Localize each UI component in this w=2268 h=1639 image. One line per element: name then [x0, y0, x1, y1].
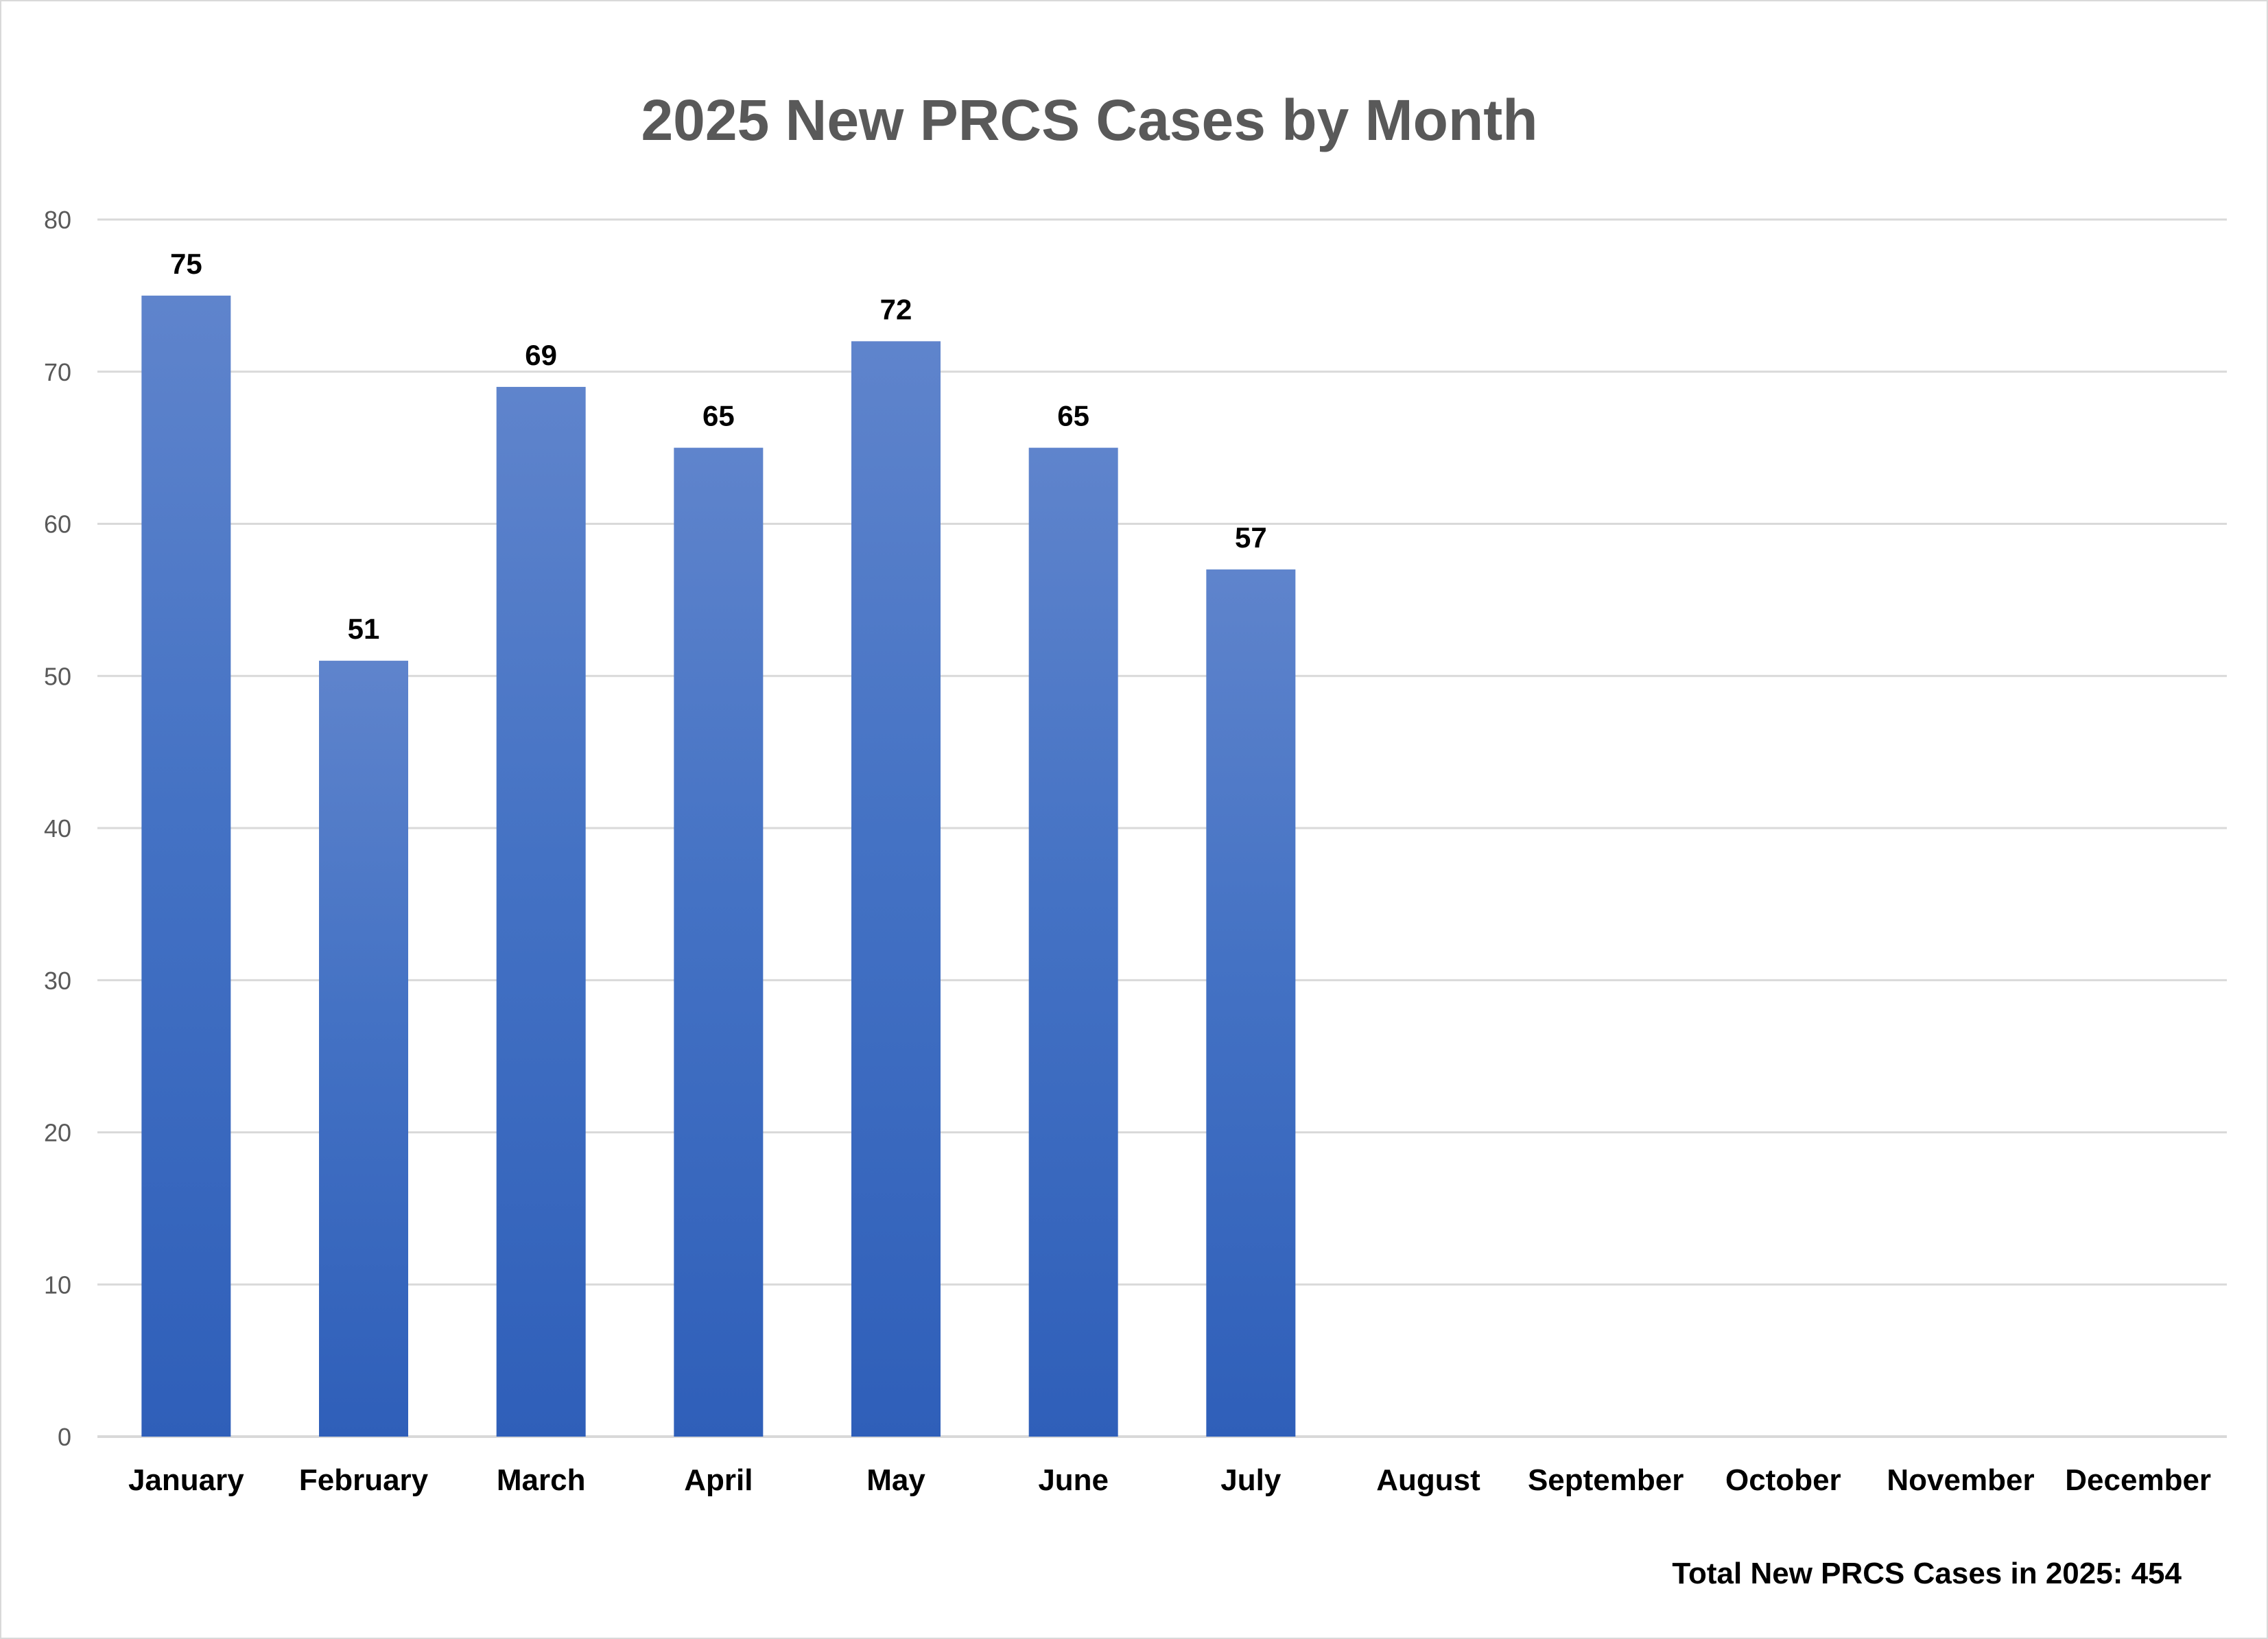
y-axis-ticks: 0 10 20 30 40 50 60 70 80 [44, 206, 71, 1451]
bar-july [1206, 569, 1296, 1437]
bar-april [674, 447, 764, 1437]
total-annotation: Total New PRCS Cases in 2025: 454 [1672, 1557, 2182, 1590]
y-tick-label: 60 [44, 510, 71, 539]
data-label-april: 65 [702, 400, 735, 432]
bar-march [496, 386, 586, 1437]
x-tick-label-january: January [128, 1463, 244, 1497]
x-tick-label-september: September [1528, 1463, 1684, 1497]
data-label-march: 69 [525, 339, 557, 371]
y-tick-label: 40 [44, 814, 71, 842]
bars [141, 295, 1296, 1437]
x-axis-ticks: January February March April May June July Augu… [128, 1463, 2211, 1497]
y-tick-label: 10 [44, 1271, 71, 1299]
x-tick-label-december: December [2065, 1463, 2211, 1497]
y-tick-label: 30 [44, 967, 71, 995]
data-labels: 75 51 69 65 72 65 57 [170, 248, 1267, 645]
bar-may [851, 341, 941, 1437]
y-tick-label: 20 [44, 1119, 71, 1147]
gridlines [97, 218, 2227, 1438]
y-tick-label: 0 [58, 1423, 71, 1451]
y-tick-label: 50 [44, 662, 71, 690]
x-tick-label-march: March [497, 1463, 586, 1497]
bar-january [141, 295, 231, 1437]
data-label-may: 72 [880, 293, 912, 325]
data-label-february: 51 [348, 613, 380, 645]
x-tick-label-february: February [299, 1463, 429, 1497]
chart-title: 2025 New PRCS Cases by Month [641, 88, 1537, 152]
data-label-june: 65 [1057, 400, 1089, 432]
y-tick-label: 80 [44, 206, 71, 234]
x-tick-label-august: August [1376, 1463, 1480, 1497]
x-tick-label-april: April [684, 1463, 753, 1497]
bar-june [1028, 447, 1118, 1437]
data-label-july: 57 [1235, 521, 1267, 554]
x-tick-label-may: May [866, 1463, 925, 1497]
x-tick-label-june: June [1038, 1463, 1109, 1497]
x-tick-label-november: November [1887, 1463, 2034, 1497]
bar-february [319, 661, 408, 1437]
y-tick-label: 70 [44, 358, 71, 386]
x-tick-label-july: July [1220, 1463, 1281, 1497]
x-tick-label-october: October [1725, 1463, 1841, 1497]
data-label-january: 75 [170, 248, 202, 280]
